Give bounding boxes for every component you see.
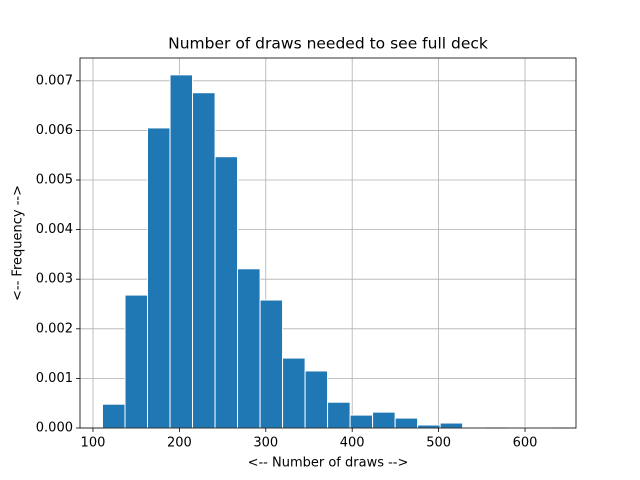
bar bbox=[372, 411, 396, 429]
y-tick-label: 0.000 bbox=[36, 421, 73, 436]
x-axis-label: <-- Number of draws --> bbox=[248, 456, 409, 471]
bar bbox=[282, 357, 306, 429]
bar bbox=[394, 417, 419, 429]
y-tick-label: 0.004 bbox=[36, 222, 73, 237]
ticks: 100 200 300 400 500 600 0.000 0.001 0.002 0.003 0.… bbox=[36, 73, 538, 450]
y-tick-label: 0.006 bbox=[36, 123, 73, 138]
bar bbox=[327, 401, 351, 429]
x-tick-label: 600 bbox=[513, 436, 538, 451]
y-tick-label: 0.001 bbox=[36, 371, 73, 386]
x-tick-label: 200 bbox=[167, 436, 192, 451]
y-tick-label: 0.007 bbox=[36, 73, 73, 88]
bar bbox=[304, 370, 329, 429]
y-tick-label: 0.003 bbox=[36, 272, 73, 287]
x-tick-label: 400 bbox=[340, 436, 365, 451]
y-axis-label: <-- Frequency --> bbox=[11, 185, 26, 301]
bar bbox=[169, 74, 194, 429]
bar bbox=[192, 92, 216, 429]
bar bbox=[101, 403, 126, 429]
y-tick-label: 0.005 bbox=[36, 173, 73, 188]
axes-frame bbox=[79, 57, 577, 429]
bar bbox=[146, 127, 171, 429]
bar bbox=[439, 422, 464, 429]
x-tick-label: 100 bbox=[81, 436, 106, 451]
y-tick-label: 0.002 bbox=[36, 321, 73, 336]
bar bbox=[349, 414, 374, 429]
bar bbox=[237, 268, 261, 429]
x-tick-label: 300 bbox=[253, 436, 278, 451]
bar bbox=[124, 294, 148, 429]
bar bbox=[214, 156, 239, 429]
x-tick-label: 500 bbox=[426, 436, 451, 451]
bar bbox=[259, 299, 284, 429]
chart-title: Number of draws needed to see full deck bbox=[168, 35, 488, 53]
bar bbox=[417, 424, 441, 429]
